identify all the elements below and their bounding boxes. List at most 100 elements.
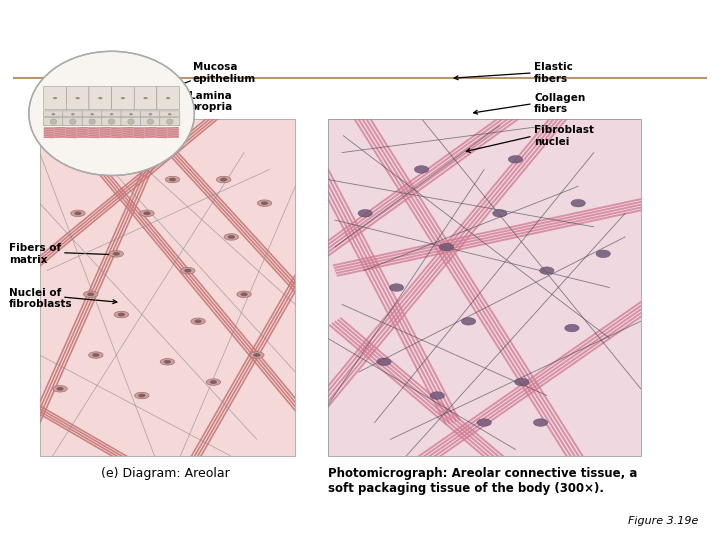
Ellipse shape [53, 386, 67, 392]
Ellipse shape [71, 113, 75, 115]
FancyBboxPatch shape [112, 86, 134, 110]
Ellipse shape [439, 243, 454, 251]
Ellipse shape [129, 113, 132, 115]
FancyBboxPatch shape [43, 111, 63, 117]
Ellipse shape [477, 419, 491, 427]
FancyBboxPatch shape [121, 111, 141, 117]
Ellipse shape [534, 419, 548, 427]
Ellipse shape [92, 353, 99, 357]
Ellipse shape [143, 97, 148, 99]
FancyBboxPatch shape [89, 86, 112, 110]
Ellipse shape [56, 387, 63, 390]
Ellipse shape [166, 119, 173, 124]
Text: Nuclei of
fibroblasts: Nuclei of fibroblasts [9, 288, 72, 309]
FancyBboxPatch shape [140, 118, 161, 126]
FancyBboxPatch shape [140, 111, 161, 117]
Ellipse shape [206, 379, 220, 386]
Ellipse shape [217, 176, 231, 183]
Text: Lamina
propria: Lamina propria [189, 91, 232, 112]
FancyBboxPatch shape [63, 118, 83, 126]
FancyBboxPatch shape [63, 111, 83, 117]
Ellipse shape [98, 97, 102, 99]
Ellipse shape [237, 291, 251, 298]
Ellipse shape [540, 267, 554, 274]
Ellipse shape [257, 200, 271, 206]
Ellipse shape [169, 178, 176, 181]
Ellipse shape [163, 360, 171, 364]
FancyBboxPatch shape [66, 86, 89, 110]
FancyBboxPatch shape [134, 86, 157, 110]
Text: Photomicrograph: Areolar connective tissue, a
soft packaging tissue of the body : Photomicrograph: Areolar connective tiss… [328, 467, 637, 495]
Text: Fibers of
matrix: Fibers of matrix [9, 243, 60, 265]
Bar [44, 127, 179, 138]
FancyBboxPatch shape [44, 86, 66, 110]
Ellipse shape [118, 313, 125, 316]
Ellipse shape [220, 178, 228, 181]
Ellipse shape [194, 319, 202, 323]
Ellipse shape [108, 119, 114, 124]
Ellipse shape [191, 318, 205, 325]
Ellipse shape [114, 311, 129, 318]
Ellipse shape [138, 394, 145, 397]
Ellipse shape [596, 250, 611, 258]
Ellipse shape [50, 119, 57, 124]
Ellipse shape [143, 212, 150, 215]
FancyBboxPatch shape [43, 118, 63, 126]
FancyBboxPatch shape [102, 111, 122, 117]
Ellipse shape [71, 210, 85, 217]
Bar [40, 119, 295, 456]
Ellipse shape [135, 392, 149, 399]
Ellipse shape [168, 113, 171, 115]
Ellipse shape [140, 210, 154, 217]
Ellipse shape [377, 358, 391, 366]
Ellipse shape [89, 352, 103, 359]
Ellipse shape [240, 293, 248, 296]
Ellipse shape [253, 353, 261, 357]
Text: Fibroblast
nuclei: Fibroblast nuclei [534, 125, 594, 147]
Ellipse shape [166, 97, 171, 99]
Ellipse shape [430, 392, 444, 400]
Ellipse shape [224, 234, 238, 240]
Ellipse shape [113, 252, 120, 256]
Bar [328, 119, 641, 456]
FancyBboxPatch shape [160, 111, 180, 117]
Ellipse shape [228, 235, 235, 239]
Ellipse shape [571, 199, 585, 207]
Ellipse shape [76, 97, 80, 99]
Ellipse shape [492, 210, 507, 217]
Ellipse shape [127, 119, 134, 124]
Circle shape [29, 51, 194, 176]
FancyBboxPatch shape [121, 118, 141, 126]
Text: Collagen
fibers: Collagen fibers [534, 93, 585, 114]
Ellipse shape [390, 284, 404, 292]
FancyBboxPatch shape [82, 111, 102, 117]
Ellipse shape [210, 380, 217, 384]
Ellipse shape [91, 113, 94, 115]
Ellipse shape [52, 113, 55, 115]
Ellipse shape [358, 210, 372, 217]
Ellipse shape [184, 269, 192, 273]
FancyBboxPatch shape [82, 118, 102, 126]
Ellipse shape [148, 113, 152, 115]
Text: Elastic
fibers: Elastic fibers [534, 62, 573, 84]
Text: (e) Diagram: Areolar: (e) Diagram: Areolar [102, 467, 230, 480]
Ellipse shape [508, 156, 523, 163]
Ellipse shape [84, 291, 98, 298]
Ellipse shape [261, 201, 268, 205]
Ellipse shape [89, 119, 96, 124]
Ellipse shape [70, 119, 76, 124]
Ellipse shape [250, 352, 264, 359]
Ellipse shape [166, 176, 180, 183]
Bar [328, 119, 641, 456]
Ellipse shape [87, 293, 94, 296]
Ellipse shape [415, 166, 429, 173]
Text: Figure 3.19e: Figure 3.19e [628, 516, 698, 526]
Ellipse shape [109, 251, 124, 257]
Ellipse shape [147, 119, 153, 124]
Ellipse shape [462, 318, 476, 325]
FancyBboxPatch shape [160, 118, 180, 126]
Ellipse shape [181, 267, 195, 274]
Ellipse shape [74, 212, 81, 215]
Ellipse shape [564, 324, 579, 332]
FancyBboxPatch shape [102, 118, 122, 126]
